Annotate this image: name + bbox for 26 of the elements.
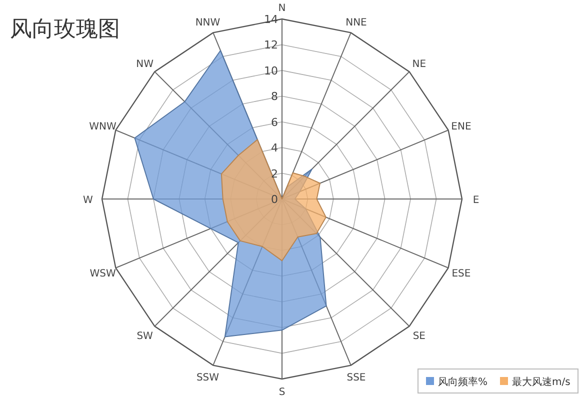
spoke-label: N xyxy=(278,3,286,14)
spoke-label: WNW xyxy=(89,122,117,133)
spoke-label: NNE xyxy=(346,18,367,29)
spoke-label: ENE xyxy=(451,122,472,133)
y-tick-label: 10 xyxy=(264,64,278,78)
spoke-label: SW xyxy=(136,330,154,342)
text: 风向玫瑰图 xyxy=(10,17,120,42)
y-tick-label: 4 xyxy=(271,142,278,155)
y-tick-label: 0 xyxy=(271,193,278,206)
spoke-label: E xyxy=(472,195,480,206)
legend-label: 风向频率% xyxy=(438,376,488,388)
legend-label: 最大风速m/s xyxy=(512,376,570,388)
spoke-label: NNW xyxy=(195,18,220,29)
spoke-label: NE xyxy=(412,59,426,70)
y-tick-label: 12 xyxy=(264,38,278,52)
spoke-label: W xyxy=(83,195,94,206)
spoke-label: S xyxy=(278,387,286,398)
spoke-label: ESE xyxy=(452,268,471,280)
y-tick-label: 8 xyxy=(271,90,278,104)
spoke-label: SSE xyxy=(346,372,366,384)
spoke-label: SSW xyxy=(196,372,220,384)
spoke-label: SE xyxy=(412,330,426,342)
y-tick-label: 6 xyxy=(271,116,278,129)
y-tick-label: 2 xyxy=(271,167,278,180)
spoke-label: WSW xyxy=(90,268,116,280)
spoke-label: NW xyxy=(136,59,154,70)
